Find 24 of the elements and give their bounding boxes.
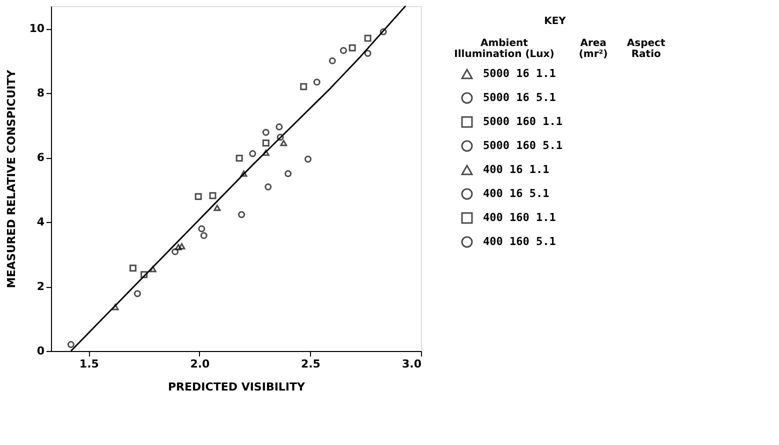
legend-label: 5000 16 1.1 (483, 67, 556, 80)
text: Ambient Illumination (Lux) (454, 38, 554, 60)
legend-label: 5000 160 5.1 (483, 139, 563, 152)
legend-label: 5000 160 1.1 (483, 115, 563, 128)
legend-label: 400 160 5.1 (483, 235, 556, 248)
y-tick-label: 2 (36, 280, 44, 294)
legend-label: 5000 16 5.1 (483, 91, 556, 104)
x-tick-label: 3.0 (402, 358, 422, 370)
x-tick-label: 2.0 (190, 358, 210, 370)
legend-label: 400 16 1.1 (483, 163, 550, 176)
text: Area (mr²) (578, 38, 608, 60)
x-axis-title: PREDICTED VISIBILITY (168, 380, 306, 394)
y-tick-label: 0 (36, 344, 45, 358)
x-tick-label: 1.5 (79, 358, 99, 370)
x-tick-label: 2.5 (300, 358, 320, 370)
y-tick-label: 8 (36, 86, 44, 100)
legend-label: 400 16 5.1 (483, 187, 550, 200)
y-tick-label: 6 (36, 151, 45, 164)
legend-title: KEY (544, 16, 567, 27)
y-tick-label: 10 (29, 22, 45, 36)
legend-label: 400 160 1.1 (483, 211, 556, 224)
y-axis-title: MEASURED RELATIVE CONSPICUITY (5, 68, 18, 288)
text: Aspect Ratio (626, 38, 666, 60)
y-tick-label: 4 (36, 216, 45, 229)
